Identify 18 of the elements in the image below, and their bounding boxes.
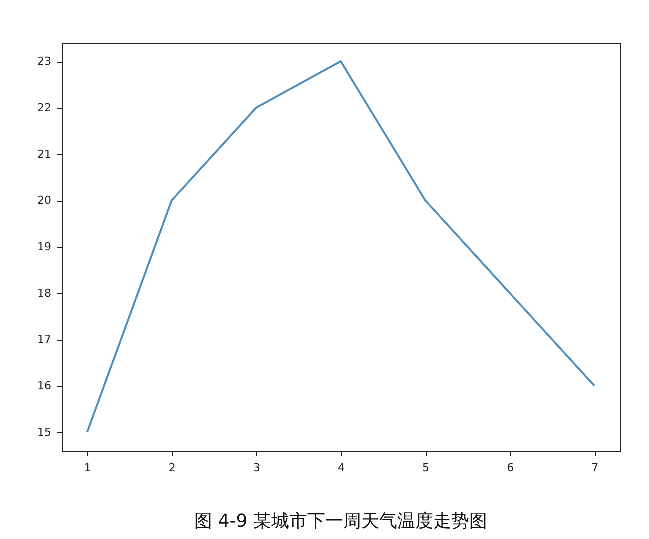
x-tick-label: 1	[84, 462, 92, 474]
caption: 图 4-9 某城市下一周天气温度走势图	[194, 511, 488, 532]
y-tick-label: 22	[38, 101, 52, 114]
y-tick-label: 21	[38, 148, 52, 161]
y-tick-label: 18	[38, 286, 52, 300]
x-tick-label: 7	[592, 462, 599, 474]
line-series	[86, 60, 596, 434]
x-tick-label: 3	[253, 462, 260, 474]
x-tick-label: 2	[168, 462, 176, 474]
y-tick-label: 19	[38, 240, 52, 254]
y-tick-label: 20	[38, 194, 52, 208]
x-tick-label: 4	[338, 462, 345, 474]
x-tick-label: 6	[507, 462, 514, 474]
y-tick-label: 15	[38, 426, 52, 439]
y-tick-label: 23	[38, 55, 52, 68]
y-tick-label: 16	[38, 380, 52, 393]
y-tick-label: 17	[38, 333, 52, 346]
x-tick-label: 5	[422, 462, 430, 474]
